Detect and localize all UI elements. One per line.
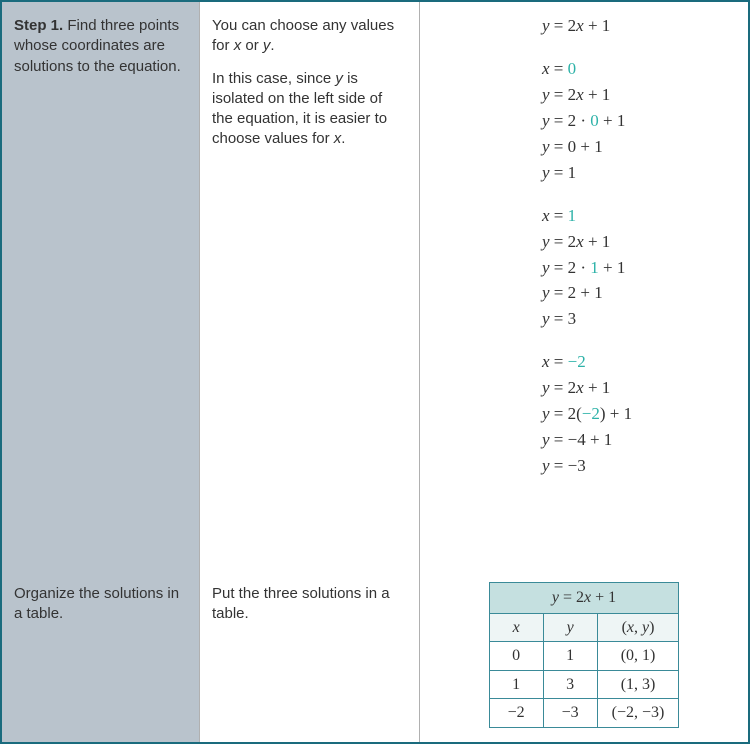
step1-desc-p2: In this case, since y is isolated on the… (212, 69, 407, 150)
table-row: 1 3 (1, 3) (489, 670, 679, 699)
table-equation-header: y = 2x + 1 (489, 583, 679, 614)
solutions-table-cell: y = 2x + 1 x y (x, y) 0 1 (0, 1) 1 3 (1,… (420, 570, 750, 742)
table-row: y = 2x + 1 (489, 583, 679, 614)
eq-line: y = 2 + 1 (542, 282, 734, 305)
col-header-y: y (543, 613, 597, 642)
cell-y: 1 (543, 642, 597, 671)
cell-xy: (−2, −3) (597, 699, 679, 728)
calc-group-0: x = 0 y = 2x + 1 y = 2 · 0 + 1 y = 0 + 1… (434, 55, 734, 188)
main-equation: y = 2x + 1 (542, 15, 734, 38)
step1-row: Step 1. Find three points whose coordina… (0, 2, 750, 570)
eq-line: y = 2 · 0 + 1 (542, 110, 734, 133)
organize-label-cell: Organize the solutions in a table. (0, 570, 200, 742)
table-row: 0 1 (0, 1) (489, 642, 679, 671)
step1-heading: Step 1. Find three points whose coordina… (14, 16, 187, 77)
cell-x: 0 (489, 642, 543, 671)
eq-line: y = 0 + 1 (542, 136, 734, 159)
cell-y: 3 (543, 670, 597, 699)
main-equation-group: y = 2x + 1 (434, 12, 734, 41)
step-number: Step 1. (14, 17, 63, 34)
organize-desc: Put the three solutions in a table. (212, 584, 407, 625)
worked-example-page: Step 1. Find three points whose coordina… (0, 0, 750, 744)
step1-desc-p1: You can choose any values for x or y. (212, 16, 407, 57)
eq-line: y = 2(−2) + 1 (542, 403, 734, 426)
solutions-table: y = 2x + 1 x y (x, y) 0 1 (0, 1) 1 3 (1,… (489, 582, 680, 728)
eq-line: y = 2x + 1 (542, 231, 734, 254)
step1-label-cell: Step 1. Find three points whose coordina… (0, 2, 200, 570)
eq-line: y = −3 (542, 455, 734, 478)
eq-line: y = 1 (542, 162, 734, 185)
table-row-section: Organize the solutions in a table. Put t… (0, 570, 750, 742)
cell-x: −2 (489, 699, 543, 728)
step1-work-cell: y = 2x + 1 x = 0 y = 2x + 1 y = 2 · 0 + … (420, 2, 750, 570)
step1-desc-cell: You can choose any values for x or y. In… (200, 2, 420, 570)
organize-desc-cell: Put the three solutions in a table. (200, 570, 420, 742)
eq-line: y = 2x + 1 (542, 84, 734, 107)
table-row: x y (x, y) (489, 613, 679, 642)
table-row: −2 −3 (−2, −3) (489, 699, 679, 728)
calc-group-1: x = 1 y = 2x + 1 y = 2 · 1 + 1 y = 2 + 1… (434, 202, 734, 335)
cell-xy: (0, 1) (597, 642, 679, 671)
organize-text: Organize the solutions in a table. (14, 584, 187, 625)
eq-line: y = 2x + 1 (542, 377, 734, 400)
eq-line: y = 3 (542, 308, 734, 331)
eq-line: y = 2 · 1 + 1 (542, 257, 734, 280)
calc-group-2: x = −2 y = 2x + 1 y = 2(−2) + 1 y = −4 +… (434, 348, 734, 481)
eq-line: x = −2 (542, 351, 734, 374)
eq-line: x = 0 (542, 58, 734, 81)
eq-line: x = 1 (542, 205, 734, 228)
cell-x: 1 (489, 670, 543, 699)
cell-y: −3 (543, 699, 597, 728)
col-header-xy: (x, y) (597, 613, 679, 642)
cell-xy: (1, 3) (597, 670, 679, 699)
eq-line: y = −4 + 1 (542, 429, 734, 452)
col-header-x: x (489, 613, 543, 642)
